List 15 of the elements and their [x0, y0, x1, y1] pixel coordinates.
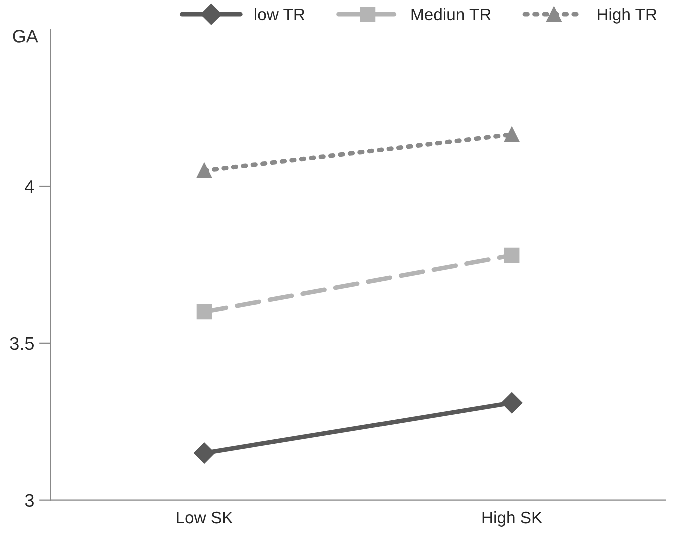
y-tick-label: 3.5: [10, 337, 34, 350]
point: [504, 127, 520, 142]
x-tick-label: High SK: [482, 511, 542, 527]
legend-label: High TR: [598, 8, 657, 24]
point: [196, 163, 212, 178]
y-tick-label: 4: [25, 180, 34, 194]
point: [502, 392, 523, 414]
point: [196, 304, 212, 320]
legend-label: low TR: [255, 8, 305, 21]
point: [504, 248, 520, 264]
point: [194, 442, 216, 464]
y-tick-label: 3: [25, 494, 34, 508]
legend-label: Mediun TR: [412, 8, 491, 21]
y-axis-title: GA: [13, 30, 38, 43]
x-tick-label: Low SK: [177, 512, 234, 524]
